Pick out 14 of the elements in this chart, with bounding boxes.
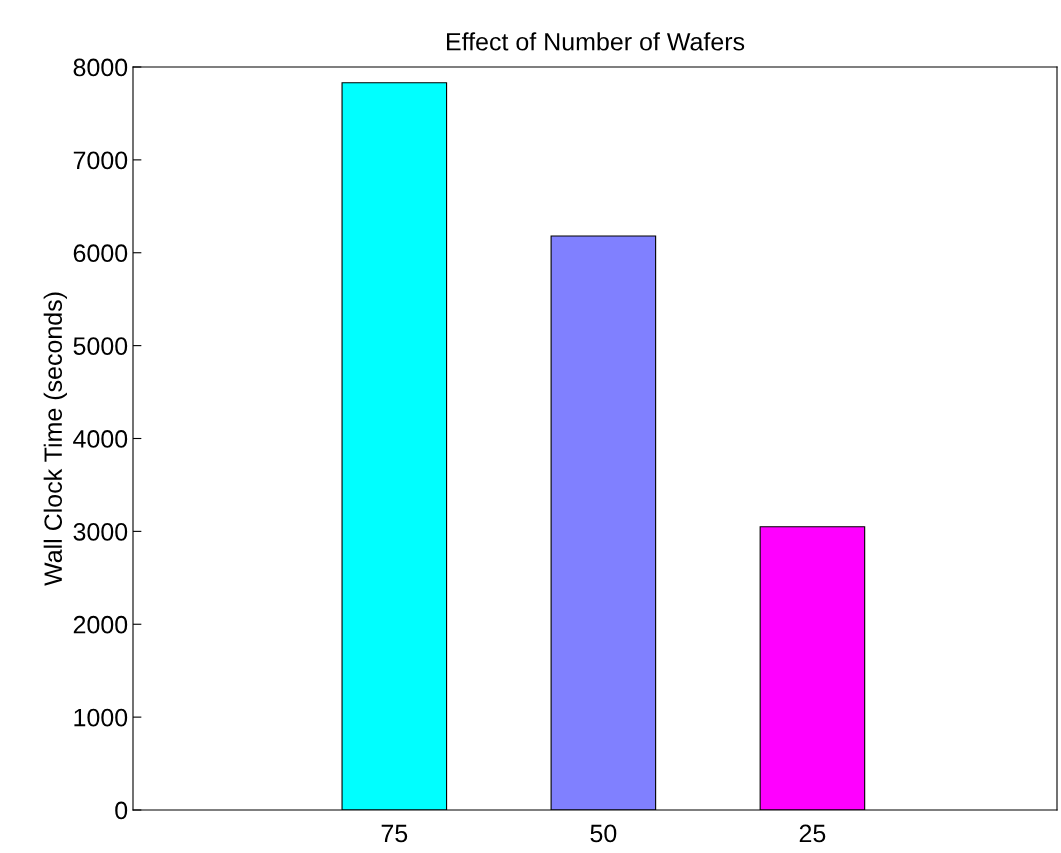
y-tick-label: 3000 <box>73 522 128 541</box>
y-tick-label: 1000 <box>74 708 128 727</box>
x-tick-label: 75 <box>381 824 408 843</box>
y-tick-label: 7000 <box>73 151 128 170</box>
chart-title: Effect of Number of Wafers <box>447 32 745 51</box>
y-axis-title: Wall Clock Time (seconds) <box>43 292 67 586</box>
y-tick-label: 4000 <box>73 430 128 448</box>
y-tick-label: 5000 <box>73 337 128 355</box>
x-tick-label: 50 <box>590 824 617 843</box>
y-tick-label: 0 <box>115 801 128 820</box>
x-tick-label: 25 <box>799 824 826 843</box>
y-tick-label: 6000 <box>73 244 128 263</box>
y-tick-label: 2000 <box>73 615 128 634</box>
y-tick-label: 8000 <box>73 58 128 77</box>
